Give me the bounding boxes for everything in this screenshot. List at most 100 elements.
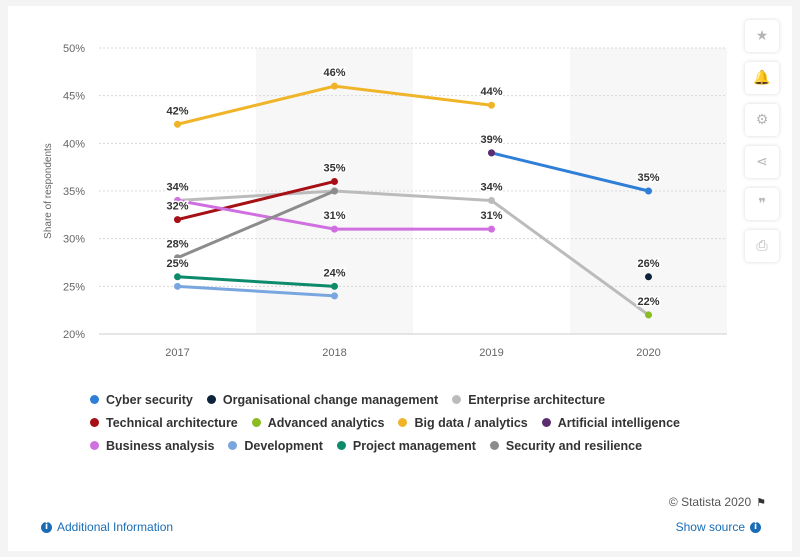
data-point (174, 197, 181, 205)
series-line (176, 189, 336, 260)
legend-item[interactable]: Security and resilience (489, 438, 643, 453)
legend-label: Advanced analytics (267, 415, 385, 430)
settings-gear-button[interactable]: ⚙ (745, 104, 779, 136)
notification-bell-icon: 🔔 (753, 70, 771, 86)
data-point (331, 177, 338, 185)
legend-marker (336, 441, 346, 450)
favorite-star-icon: ★ (755, 28, 769, 44)
legend-label: Artificial intelligence (557, 415, 680, 430)
data-point (174, 273, 181, 281)
info-icon: i (41, 521, 52, 533)
legend-marker (251, 418, 261, 427)
line-chart: 20% 25% 30% 35% 40% 45% 50% 2017 2018 2019 2020 Sha… (43, 43, 727, 359)
data-label: 39% (480, 134, 502, 146)
print-icon: ⎙ (756, 238, 768, 254)
data-point (331, 292, 338, 300)
flag-icon[interactable]: ⚑ (756, 495, 766, 509)
legend-item[interactable]: Business analysis (90, 439, 214, 453)
legend-label: Security and resilience (505, 438, 643, 453)
data-point (645, 311, 652, 319)
data-label: 32% (166, 201, 188, 213)
data-label: 34% (480, 182, 502, 194)
show-source-label: Show source (675, 520, 745, 534)
data-point (331, 282, 338, 290)
data-label: 25% (166, 258, 188, 270)
x-tick-label: 2020 (636, 347, 660, 359)
legend-label: Business analysis (106, 438, 215, 453)
legend-row: Business analysis Development Project mana… (90, 434, 730, 457)
y-tick-label: 35% (63, 186, 85, 198)
legend-label: Big data / analytics (414, 415, 528, 430)
legend-marker (90, 418, 99, 427)
data-point (174, 216, 181, 224)
chart-card: 20% 25% 30% 35% 40% 45% 50% 2017 2018 2019 2020 Sha… (8, 6, 792, 551)
favorite-star-button[interactable]: ★ (745, 20, 779, 52)
legend-marker (228, 441, 238, 450)
data-point (331, 82, 338, 90)
data-point (645, 273, 652, 281)
legend-row: Cyber security Organisational change mana… (90, 388, 730, 411)
legend-label: Development (244, 438, 323, 453)
legend-item[interactable]: Development (228, 439, 323, 453)
data-point (331, 187, 338, 195)
legend-item[interactable]: Cyber security (90, 393, 193, 407)
y-axis-title: Share of respondents (43, 143, 54, 239)
legend-item[interactable]: Project management (336, 439, 476, 453)
data-label: 35% (323, 162, 345, 174)
notification-bell-button[interactable]: 🔔 (745, 62, 779, 94)
y-tick-label: 20% (63, 329, 85, 341)
legend-item[interactable]: Organisational change management (206, 392, 439, 407)
legend-marker (90, 395, 99, 404)
legend-marker (541, 418, 551, 427)
share-icon: ⋖ (756, 154, 768, 170)
data-point (488, 149, 495, 157)
series-line (177, 284, 335, 298)
citation-quote-icon: ❞ (758, 196, 766, 212)
legend-item[interactable]: Enterprise architecture (452, 393, 605, 407)
data-label: 34% (166, 182, 188, 194)
credit-text: © Statista 2020 (668, 495, 752, 509)
y-tick-label: 45% (63, 91, 85, 103)
data-point (488, 197, 495, 205)
statista-credit: © Statista 2020 ⚑ (669, 495, 766, 509)
data-label: 31% (480, 210, 502, 222)
legend-item[interactable]: Technical architecture (90, 416, 238, 430)
legend-marker (206, 395, 216, 404)
citation-quote-button[interactable]: ❞ (745, 188, 779, 220)
y-tick-label: 25% (63, 281, 85, 293)
data-point (331, 225, 338, 233)
legend-marker (489, 441, 499, 450)
series-line (177, 275, 335, 288)
y-tick-label: 50% (63, 43, 85, 55)
data-label: 26% (637, 258, 659, 270)
data-point (488, 225, 495, 233)
y-tick-label: 40% (63, 138, 85, 150)
settings-gear-icon: ⚙ (755, 112, 769, 128)
legend-item[interactable]: Advanced analytics (251, 415, 385, 430)
show-source-link[interactable]: Show source i (676, 520, 766, 534)
additional-information-link[interactable]: i Additional Information (36, 520, 173, 534)
data-label: 42% (166, 105, 188, 117)
data-point (174, 120, 181, 128)
series-line (177, 180, 335, 222)
legend-marker (452, 395, 462, 404)
series-line (491, 151, 649, 193)
data-label: 24% (323, 267, 345, 279)
data-label: 22% (637, 296, 659, 308)
data-label: 44% (480, 86, 502, 98)
data-label: 31% (323, 210, 345, 222)
chart-legend: Cyber security Organisational change mana… (90, 388, 730, 457)
share-button[interactable]: ⋖ (745, 146, 779, 178)
data-label: 46% (323, 67, 345, 79)
x-tick-label: 2018 (322, 347, 346, 359)
legend-label: Organisational change management (222, 392, 439, 407)
print-button[interactable]: ⎙ (745, 230, 779, 262)
legend-marker (90, 441, 99, 450)
x-tick-label: 2019 (479, 347, 503, 359)
x-tick-label: 2017 (165, 347, 189, 359)
data-label: 28% (166, 239, 188, 251)
legend-item[interactable]: Big data / analytics (398, 415, 528, 430)
side-toolbar: ★ 🔔 ⚙ ⋖ ❞ ⎙ (745, 20, 779, 272)
legend-item[interactable]: Artificial intelligence (541, 415, 680, 430)
legend-label: Technical architecture (106, 415, 238, 430)
